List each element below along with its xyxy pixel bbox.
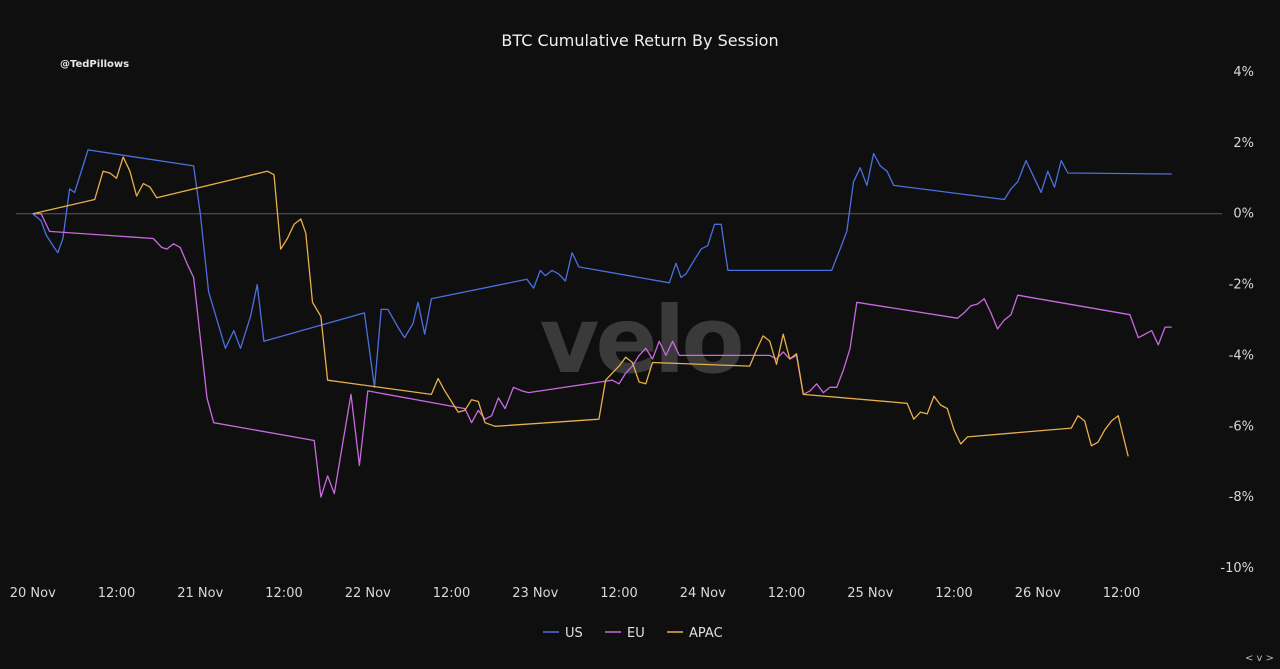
y-tick-label: 0% — [1233, 207, 1254, 222]
y-axis: 4% 2% 0% -2% -4% -6% -8% -10% — [1220, 65, 1254, 576]
author-handle: @TedPillows — [60, 59, 129, 70]
legend-label-apac[interactable]: APAC — [689, 626, 723, 641]
y-tick-label: -4% — [1229, 348, 1254, 363]
y-tick-label: 4% — [1233, 65, 1254, 80]
chart-title: BTC Cumulative Return By Session — [501, 31, 778, 50]
series-line-eu — [32, 213, 1172, 498]
x-tick-label: 12:00 — [433, 586, 470, 601]
velo-watermark: velo — [539, 287, 741, 394]
chart-nav-controls[interactable]: < v > — [1245, 653, 1274, 664]
x-tick-label: 12:00 — [265, 586, 302, 601]
legend-label-us[interactable]: US — [565, 626, 583, 641]
x-tick-label: 12:00 — [600, 586, 637, 601]
x-axis: 20 Nov 12:00 21 Nov 12:00 22 Nov 12:00 23 Nov 1… — [10, 586, 1141, 601]
series-line-us — [32, 149, 1172, 388]
y-tick-label: -8% — [1229, 490, 1254, 505]
series-line-apac — [32, 156, 1129, 457]
x-tick-label: 12:00 — [98, 586, 135, 601]
x-tick-label: 24 Nov — [680, 586, 726, 601]
x-tick-label: 12:00 — [935, 586, 972, 601]
x-tick-label: 25 Nov — [847, 586, 893, 601]
legend-label-eu[interactable]: EU — [627, 626, 645, 641]
y-tick-label: -6% — [1229, 419, 1254, 434]
series-lines — [32, 149, 1172, 498]
x-tick-label: 21 Nov — [177, 586, 223, 601]
x-tick-label: 12:00 — [1103, 586, 1140, 601]
legend: US EU APAC — [543, 626, 723, 641]
x-tick-label: 26 Nov — [1015, 586, 1061, 601]
x-tick-label: 23 Nov — [512, 586, 558, 601]
x-tick-label: 22 Nov — [345, 586, 391, 601]
x-tick-label: 20 Nov — [10, 586, 56, 601]
y-tick-label: -2% — [1229, 278, 1254, 293]
x-tick-label: 12:00 — [768, 586, 805, 601]
y-tick-label: 2% — [1233, 136, 1254, 151]
y-tick-label: -10% — [1220, 561, 1254, 576]
